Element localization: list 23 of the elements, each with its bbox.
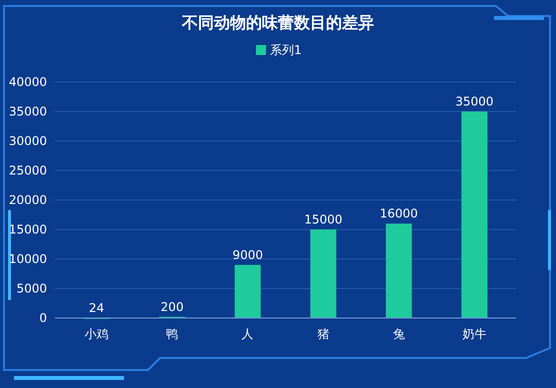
y-tick-label: 15000 [8, 222, 47, 236]
x-tick-label: 小鸡 [84, 327, 109, 341]
data-label: 35000 [455, 94, 494, 108]
y-tick-label: 10000 [8, 252, 47, 266]
y-tick-label: 30000 [8, 134, 47, 148]
y-tick-label: 0 [39, 311, 47, 325]
x-tick-label: 人 [242, 327, 254, 341]
chart-title: 不同动物的味蕾数目的差异 [181, 13, 374, 32]
data-label: 200 [160, 300, 184, 314]
data-label: 9000 [232, 248, 263, 262]
x-tick-label: 兔 [392, 327, 405, 341]
y-tick-label: 25000 [8, 164, 47, 178]
data-label: 24 [88, 300, 104, 315]
data-label: 16000 [380, 206, 418, 221]
data-label: 15000 [304, 212, 342, 226]
y-tick-label: 35000 [8, 104, 47, 118]
y-tick-label: 20000 [8, 193, 47, 207]
x-tick-label: 猪 [317, 327, 330, 341]
x-tick-label: 奶牛 [462, 327, 486, 341]
x-tick-label: 鸭 [166, 327, 178, 341]
y-tick-label: 5000 [16, 282, 47, 296]
y-tick-label: 40000 [8, 75, 47, 89]
legend-label: 系列1 [270, 43, 302, 57]
